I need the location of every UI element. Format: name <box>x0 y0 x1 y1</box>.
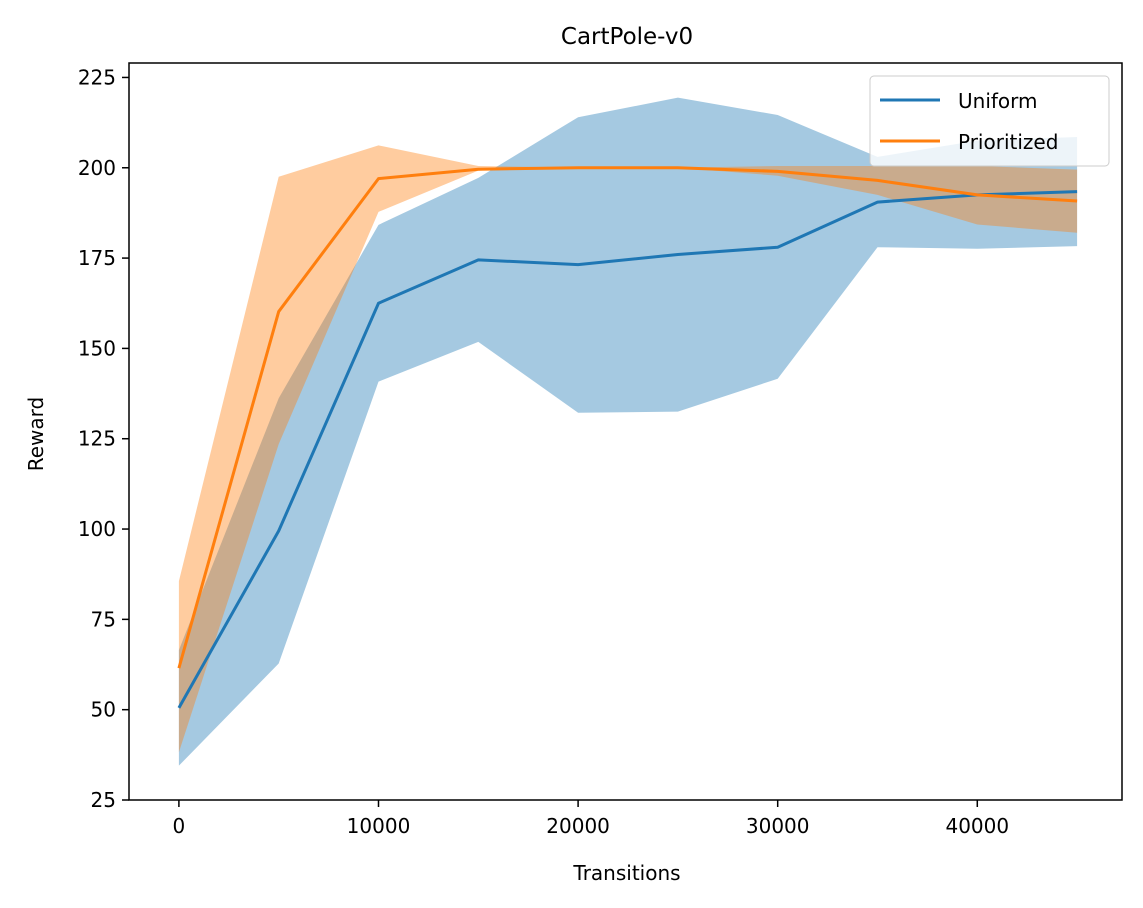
y-axis-label: Reward <box>24 397 48 471</box>
y-axis-ticks: 25 50 75 100 125 150 175 200 225 <box>78 65 129 812</box>
x-axis-ticks: 0 10000 20000 30000 40000 <box>173 800 1009 838</box>
y-tick-label: 100 <box>78 517 116 541</box>
confidence-bands <box>178 97 1078 766</box>
y-tick-label: 125 <box>78 427 116 451</box>
plot-frame <box>128 62 1123 801</box>
band-prioritized <box>178 145 1078 753</box>
band-uniform <box>178 97 1078 766</box>
x-tick-label: 30000 <box>746 814 810 838</box>
legend: Uniform Prioritized <box>869 75 1110 167</box>
legend-label-prioritized: Prioritized <box>958 130 1058 154</box>
y-tick-label: 150 <box>78 336 116 360</box>
y-tick-label: 50 <box>91 698 116 722</box>
x-tick-label: 0 <box>173 814 186 838</box>
series-lines <box>177 166 1078 709</box>
y-tick-label: 25 <box>91 788 116 812</box>
y-tick-label: 75 <box>91 607 116 631</box>
legend-label-uniform: Uniform <box>958 89 1038 113</box>
line-prioritized <box>177 166 1078 669</box>
x-tick-label: 20000 <box>546 814 610 838</box>
y-tick-label: 200 <box>78 156 116 180</box>
x-tick-label: 40000 <box>945 814 1009 838</box>
x-tick-label: 10000 <box>347 814 411 838</box>
y-tick-label: 225 <box>78 65 116 89</box>
x-axis-label: Transitions <box>572 861 680 885</box>
line-uniform <box>177 190 1078 709</box>
chart-title: CartPole-v0 <box>561 24 693 50</box>
y-tick-label: 175 <box>78 246 116 270</box>
